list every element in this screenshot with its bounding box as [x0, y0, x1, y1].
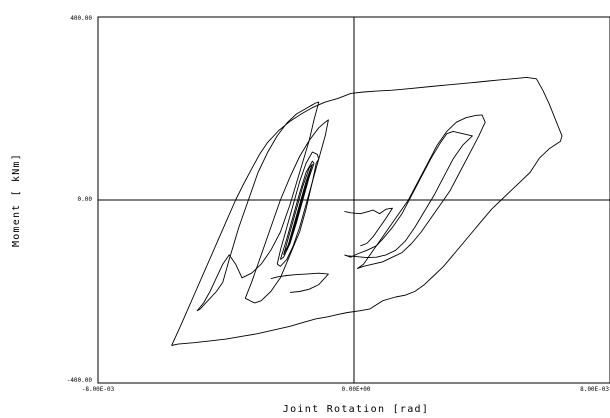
hysteresis-loop-7: [286, 167, 312, 251]
x-tick-label-max: 8.00E-03: [580, 386, 609, 393]
hysteresis-loop-3: [244, 119, 329, 304]
y-tick-label-min: -400.00: [67, 377, 93, 384]
hysteresis-loop-4: [276, 151, 320, 267]
hysteresis-loop-11: [344, 207, 393, 247]
y-axis-label: Moment [ kNm]: [11, 153, 22, 247]
hysteresis-loop-8: [270, 272, 329, 293]
hysteresis-loop-2: [196, 101, 320, 312]
x-axis-label: Joint Rotation [rad]: [283, 404, 429, 415]
x-tick-label-min: -8.00E-03: [82, 386, 115, 393]
x-tick-label-zero: 0.00E+00: [342, 386, 371, 393]
hysteresis-loop-1: [171, 76, 563, 346]
hysteresis-loop-5: [279, 160, 315, 260]
series-group: [171, 76, 563, 346]
hysteresis-loop-6: [283, 163, 313, 256]
hysteresis-loop-9: [356, 114, 486, 270]
y-tick-label-zero: 0.00: [78, 196, 93, 203]
y-tick-label-max: 400.00: [70, 15, 92, 22]
hysteresis-loop-10: [344, 130, 473, 259]
